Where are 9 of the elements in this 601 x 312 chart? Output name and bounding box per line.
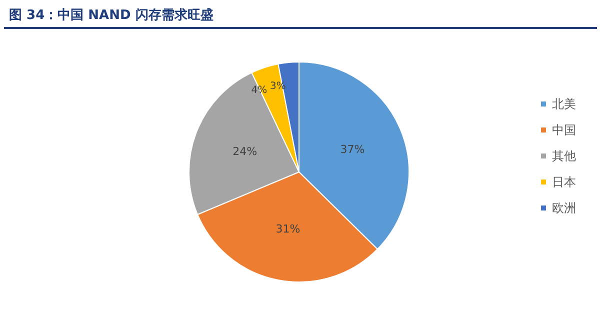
data-label: 31%	[276, 222, 300, 236]
legend-label: 中国	[552, 123, 576, 137]
data-label: 24%	[232, 144, 258, 158]
legend-label: 北美	[552, 97, 576, 111]
legend-label: 欧洲	[552, 201, 576, 215]
legend-label: 日本	[552, 175, 576, 189]
legend-label: 其他	[552, 149, 576, 163]
data-label: 37%	[340, 143, 365, 156]
chart-title: 图 34：中国 NAND 闪存需求旺盛	[9, 7, 214, 23]
